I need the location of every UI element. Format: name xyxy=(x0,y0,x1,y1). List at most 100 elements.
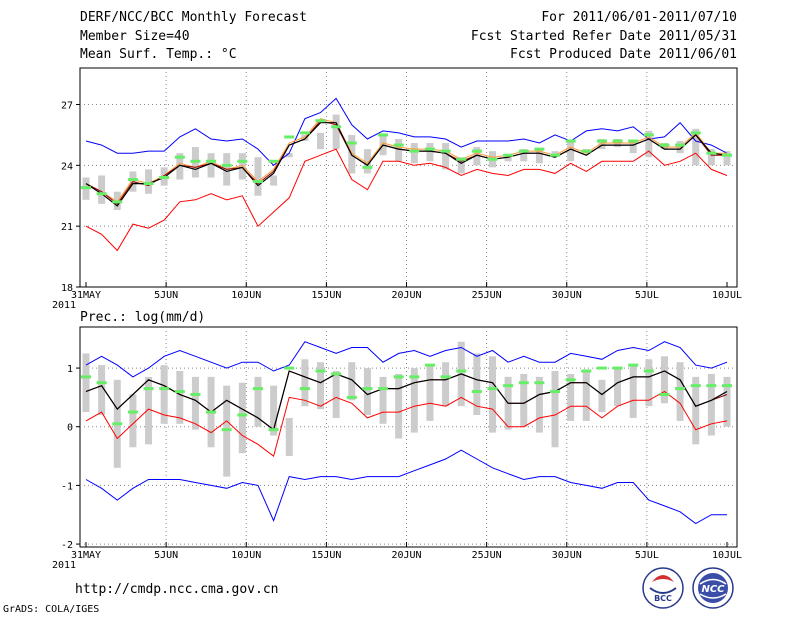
prec-obs-mark xyxy=(127,410,138,414)
temp-line-upper xyxy=(85,97,728,166)
temp-box-bar xyxy=(707,149,715,166)
temp-obs-mark xyxy=(424,147,435,151)
temp-x-tick-label: 15JUN xyxy=(311,290,341,301)
prec-obs-mark xyxy=(706,384,717,388)
temp-obs-mark xyxy=(409,149,420,153)
temp-obs-mark xyxy=(659,143,670,147)
prec-obs-mark xyxy=(252,387,263,391)
temp-obs-mark xyxy=(237,159,248,163)
prec-box-bar xyxy=(676,362,684,421)
temp-obs-mark xyxy=(612,139,623,143)
temp-box-bar xyxy=(645,130,653,158)
prec-box-bar xyxy=(660,356,668,404)
prec-obs-mark xyxy=(284,366,295,370)
temp-obs-mark xyxy=(174,155,185,159)
prec-box-bar xyxy=(176,371,184,424)
temp-obs-mark xyxy=(362,165,373,169)
temp-box-bar xyxy=(238,153,246,180)
prec-obs-mark xyxy=(174,390,185,394)
temp-x-tick-label: 30JUN xyxy=(552,290,582,301)
temp-box-bar xyxy=(598,138,606,150)
temp-box-bar xyxy=(473,147,481,166)
temp-box-bar xyxy=(301,134,309,141)
prec-box-bar xyxy=(535,376,543,433)
prec-box-bar xyxy=(82,353,90,413)
prec-box-bar xyxy=(145,376,153,445)
prec-box-bar xyxy=(317,362,325,410)
prec-obs-mark xyxy=(159,387,170,391)
prec-obs-mark xyxy=(221,428,232,432)
prec-box-bar xyxy=(645,359,653,407)
prec-line-upper xyxy=(85,341,728,378)
prec-box-bar xyxy=(129,394,137,448)
temp-obs-mark xyxy=(96,192,107,196)
temp-obs-mark xyxy=(127,178,138,182)
temp-obs-mark xyxy=(690,131,701,135)
prec-obs-mark xyxy=(565,378,576,382)
temp-box-bar xyxy=(285,153,293,158)
source-url[interactable]: http://cmdp.ncc.cma.gov.cn xyxy=(75,582,279,597)
prec-x-tick-label: 10JUN xyxy=(231,550,261,561)
temp-obs-mark xyxy=(159,176,170,179)
chart-title: DERF/NCC/BCC Monthly Forecast xyxy=(80,10,307,25)
variable-label: Mean Surf. Temp.: °C xyxy=(80,47,237,62)
prec-obs-mark xyxy=(424,363,435,367)
prec-box-bar xyxy=(254,376,262,427)
prec-box-bar xyxy=(348,362,356,401)
prec-obs-mark xyxy=(393,375,404,379)
temp-box-bar xyxy=(629,141,637,154)
temp-obs-mark xyxy=(378,133,389,137)
prec-box-bar xyxy=(692,376,700,445)
prec-obs-mark xyxy=(268,428,279,432)
prec-obs-mark xyxy=(456,369,467,373)
forecast-period: For 2011/06/01-2011/07/10 xyxy=(541,10,737,25)
prec-obs-mark xyxy=(96,381,107,385)
prec-box-bar xyxy=(238,382,246,454)
prec-box-bar xyxy=(614,368,622,407)
prec-box-bar xyxy=(332,371,340,418)
temp-box-bar xyxy=(176,153,184,180)
temp-obs-mark xyxy=(643,133,654,137)
prec-y-tick-label: 1 xyxy=(67,364,73,375)
prec-y-tick-label: -1 xyxy=(61,481,73,492)
temp-obs-mark xyxy=(503,153,514,157)
prec-box-bar xyxy=(191,376,199,430)
prec-obs-mark xyxy=(643,369,654,373)
prec-line-mean_black xyxy=(85,370,728,431)
prec-obs-mark xyxy=(487,387,498,391)
temp-obs-mark xyxy=(315,119,326,123)
prec-box-bar xyxy=(707,373,715,436)
prec-line-lower_blue xyxy=(85,449,727,525)
temp-x-tick-label: 5JUL xyxy=(635,290,659,301)
temp-obs-mark xyxy=(252,180,263,184)
prec-obs-mark xyxy=(409,375,420,379)
temp-obs-mark xyxy=(487,157,498,161)
temp-x-tick-label: 25JUN xyxy=(472,290,502,301)
temp-box-bar xyxy=(535,149,543,164)
prec-box-bar xyxy=(442,362,450,407)
temp-box-bar xyxy=(270,175,278,186)
prec-obs-mark xyxy=(206,410,217,414)
temp-obs-mark xyxy=(112,200,123,204)
temp-box-bar xyxy=(410,143,418,164)
grads-credit: GrADS: COLA/IGES xyxy=(3,604,100,615)
temp-box-bar xyxy=(551,151,559,156)
prec-y-tick-label: 0 xyxy=(67,423,73,434)
temp-obs-mark xyxy=(206,159,217,163)
temp-box-bar xyxy=(426,143,434,162)
prec-box-bar xyxy=(723,376,731,427)
temp-obs-mark xyxy=(471,149,482,153)
prec-obs-mark xyxy=(237,413,248,417)
temp-box-bar xyxy=(395,138,403,162)
prec-obs-mark xyxy=(675,387,686,391)
prec-obs-mark xyxy=(378,387,389,391)
temp-box-bar xyxy=(504,155,512,162)
prec-x-tick-label: 15JUN xyxy=(311,550,341,561)
temp-box-bar xyxy=(520,149,528,162)
prec-panel-title: Prec.: log(mm/d) xyxy=(80,310,205,325)
temp-box-bar xyxy=(457,157,465,174)
prec-x-tick-label: 31MAY xyxy=(71,550,101,561)
prec-box-bar xyxy=(410,368,418,433)
prec-obs-mark xyxy=(471,390,482,394)
temp-box-bar xyxy=(317,132,325,150)
